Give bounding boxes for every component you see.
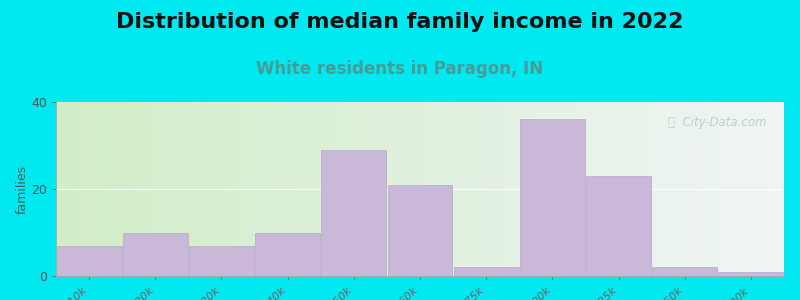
Bar: [586, 176, 651, 276]
Bar: [387, 184, 453, 276]
Text: Distribution of median family income in 2022: Distribution of median family income in …: [116, 12, 684, 32]
Bar: [123, 232, 188, 276]
Bar: [322, 150, 386, 276]
Bar: [454, 267, 518, 276]
Bar: [255, 232, 320, 276]
Bar: [652, 267, 717, 276]
Text: ⓘ  City-Data.com: ⓘ City-Data.com: [667, 116, 766, 129]
Bar: [718, 272, 783, 276]
Bar: [57, 245, 122, 276]
Y-axis label: families: families: [15, 164, 28, 214]
Bar: [189, 245, 254, 276]
Text: White residents in Paragon, IN: White residents in Paragon, IN: [257, 60, 543, 78]
Bar: [520, 119, 585, 276]
